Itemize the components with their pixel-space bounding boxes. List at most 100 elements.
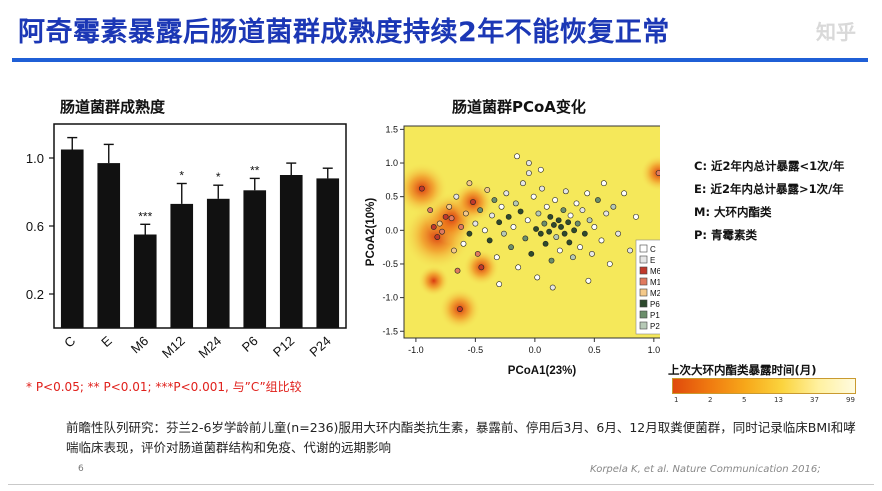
pcoa-plot-frame	[403, 125, 660, 339]
scatter-point	[462, 210, 469, 217]
pcoa-legend-right-3: M: 大环内酯类	[694, 205, 772, 219]
scatter-point	[446, 203, 453, 210]
scatter-point	[610, 203, 617, 210]
scatter-point	[498, 203, 505, 210]
scatter-point	[453, 193, 460, 200]
pcoa-ytick-label: 1.0	[385, 158, 398, 168]
pcoa-xtick-label: 1.0	[648, 345, 660, 355]
scatter-point	[489, 212, 495, 219]
scatter-point	[542, 240, 549, 247]
pcoa-legend-swatch	[639, 277, 648, 286]
pcoa-legend-swatch	[639, 255, 648, 264]
scatter-point	[571, 227, 578, 234]
pcoa-legend-right-2: E: 近2年内总计暴露>1次/年	[694, 182, 844, 196]
scatter-point	[526, 170, 532, 177]
scatter-point	[655, 170, 660, 177]
bar-ytick-label: 1.0	[26, 151, 44, 166]
colorbar-tick: 2	[708, 396, 713, 404]
pcoa-xtick-label: 0.0	[529, 345, 542, 355]
scatter-point	[466, 180, 473, 187]
pcoa-xtick-label: 0.5	[588, 345, 601, 355]
watermark: 知乎	[816, 20, 856, 44]
scatter-point	[562, 188, 569, 195]
pcoa-ytick-label: -0.5	[382, 259, 398, 269]
scatter-point	[510, 224, 517, 230]
pcoa-ytick-label: 0.5	[385, 192, 398, 202]
scatter-point	[546, 228, 553, 235]
pcoa-xlabel: PCoA1(23%)	[508, 365, 577, 377]
bar-category-label: E	[98, 333, 115, 350]
pcoa-chart-title: 肠道菌群PCoA变化	[452, 98, 586, 116]
title-underline	[12, 58, 868, 62]
scatter-point	[439, 228, 445, 235]
pcoa-ylabel: PCoA2(10%)	[365, 198, 377, 267]
scatter-point	[581, 230, 588, 237]
scatter-point	[484, 187, 491, 193]
scatter-point	[451, 247, 457, 254]
slide-title: 阿奇霉素暴露后肠道菌群成熟度持续2年不能恢复正常	[18, 17, 670, 48]
scatter-point	[537, 166, 544, 173]
pcoa-legend-swatch	[639, 244, 648, 253]
colorbar	[672, 378, 856, 394]
scatter-point	[595, 197, 601, 203]
pcoa-ytick-label: 0.0	[385, 225, 398, 235]
scatter-point	[547, 213, 554, 220]
significance-marker: **	[250, 163, 260, 177]
significance-marker: *	[216, 170, 221, 184]
scatter-point	[570, 254, 576, 261]
pcoa-legend-label: P6	[650, 300, 660, 309]
scatter-point	[589, 250, 595, 257]
scatter-point	[552, 197, 558, 203]
pcoa-xtick-label: -0.5	[468, 345, 484, 355]
scatter-point	[470, 199, 476, 205]
scatter-point	[454, 267, 461, 274]
pcoa-legend-label: M12	[650, 278, 660, 287]
significance-note: * P<0.05; ** P<0.01; ***P<0.001, 与”C”组比较	[26, 380, 302, 394]
colorbar-tick: 5	[742, 396, 747, 404]
scatter-point	[567, 212, 574, 219]
scatter-point	[530, 193, 537, 200]
bar-category-label: P12	[270, 333, 297, 360]
scatter-point	[573, 200, 580, 207]
scatter-point	[591, 224, 598, 230]
scatter-point	[566, 239, 573, 246]
scatter-point	[503, 190, 510, 197]
scatter-point	[517, 208, 524, 215]
scatter-point	[496, 281, 503, 288]
colorbar-tick: 99	[846, 396, 855, 404]
bar	[279, 175, 303, 328]
pcoa-legend-box	[635, 239, 660, 335]
scatter-point	[579, 207, 586, 214]
scatter-point	[584, 190, 591, 197]
scatter-point	[586, 217, 593, 224]
scatter-point	[522, 235, 529, 242]
study-description: 前瞻性队列研究：芬兰2-6岁学龄前儿童(n=236)服用大环内酯类抗生素，暴露前…	[66, 420, 856, 455]
scatter-point	[442, 213, 449, 220]
scatter-point	[512, 200, 519, 207]
scatter-point	[466, 230, 473, 237]
pcoa-legend-label: C	[650, 245, 656, 254]
scatter-point	[556, 247, 563, 254]
colorbar-tick: 1	[674, 396, 679, 404]
pcoa-legend-swatch	[639, 310, 648, 319]
scatter-point	[474, 250, 481, 257]
significance-marker: *	[179, 169, 184, 183]
scatter-point	[460, 240, 467, 247]
bar	[243, 190, 267, 328]
scatter-point	[535, 210, 542, 217]
scatter-point	[574, 220, 581, 227]
scatter-point	[560, 207, 567, 214]
scatter-point	[514, 153, 520, 160]
scatter-point	[434, 234, 441, 240]
bar-category-label: M12	[159, 333, 188, 361]
scatter-point	[526, 160, 532, 166]
scatter-point	[549, 284, 556, 291]
scatter-point	[541, 220, 548, 227]
bar-category-label: M6	[128, 333, 151, 356]
pcoa-legend-swatch	[639, 321, 648, 330]
bar-category-label: P24	[307, 333, 334, 360]
pcoa-ytick-label: -1.5	[382, 326, 398, 336]
scatter-point	[491, 197, 498, 203]
colorbar-title: 上次大环内酯类暴露时间(月)	[668, 363, 817, 377]
scatter-point	[501, 230, 507, 237]
